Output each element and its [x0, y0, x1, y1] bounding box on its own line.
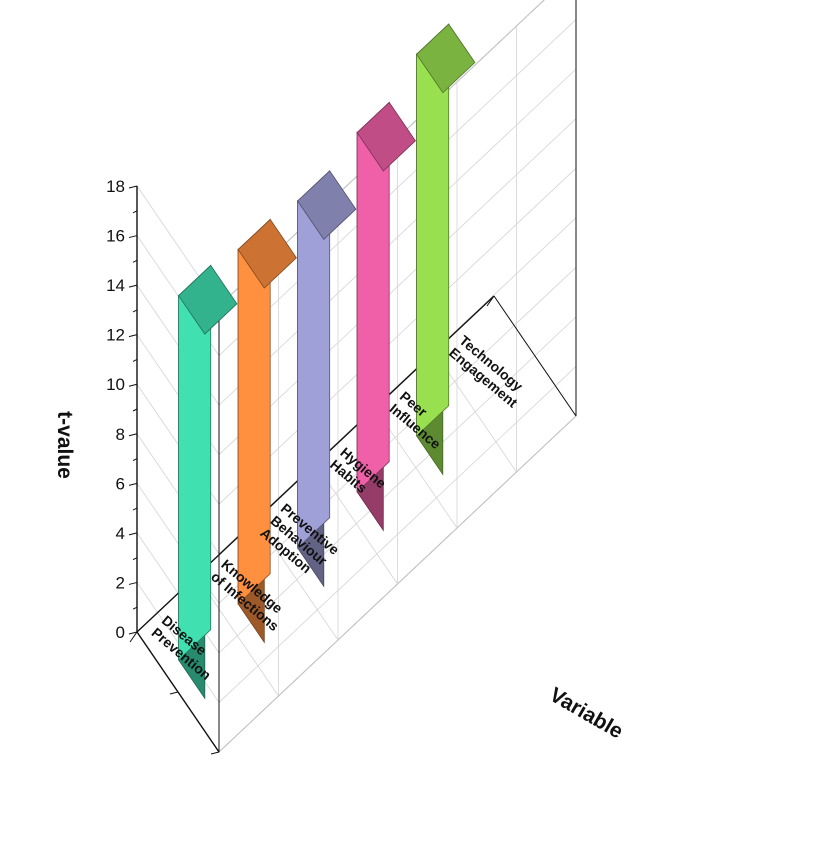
y-major-tick	[128, 581, 138, 585]
y-minor-tick	[132, 606, 138, 610]
z-tick	[169, 691, 179, 695]
floor-right-edge	[493, 295, 577, 417]
y-major-tick	[128, 433, 138, 437]
y-major-tick	[128, 284, 138, 288]
y-tick-label: 12	[106, 326, 125, 345]
y-tick-label: 14	[106, 276, 125, 295]
y-minor-tick	[132, 259, 138, 263]
y-major-tick	[128, 383, 138, 387]
y-major-tick	[128, 631, 138, 635]
y-major-tick	[128, 235, 138, 239]
bar-top-face	[356, 101, 416, 172]
y-tick-label: 16	[106, 227, 125, 246]
y-tick-labels: 0 2 4 6 8 10 12 14 16 18	[106, 177, 125, 642]
y-tick-label: 6	[116, 474, 125, 493]
bar-top-face	[297, 170, 357, 241]
y-minor-tick	[132, 309, 138, 313]
y-tick-label: 0	[116, 623, 125, 642]
y-major-tick	[128, 185, 138, 189]
y-tick-label: 18	[106, 177, 125, 196]
x-major-tick	[486, 295, 495, 307]
y-tick-label: 4	[116, 524, 125, 543]
bars	[178, 23, 476, 700]
y-major-tick	[128, 482, 138, 486]
y-minor-tick	[132, 408, 138, 412]
y-tick-label: 10	[106, 375, 125, 394]
bar-top-face	[237, 218, 297, 289]
bar	[178, 264, 238, 700]
bar-top-face	[178, 264, 238, 335]
y-axis-title: t-value	[53, 411, 76, 479]
y-minor-tick	[132, 210, 138, 214]
y-tick-label: 8	[116, 425, 125, 444]
z-tick	[210, 751, 220, 755]
bar	[297, 169, 357, 588]
x-major-tick	[129, 631, 138, 643]
bar	[237, 218, 297, 644]
y-tick-label: 2	[116, 573, 125, 592]
left-wall-grid-line	[136, 582, 220, 703]
y-minor-tick	[132, 507, 138, 511]
bar	[356, 101, 416, 532]
y-minor-tick	[132, 458, 138, 462]
bar-top-face	[416, 23, 476, 94]
y-minor-tick	[132, 358, 138, 362]
bar	[416, 23, 476, 476]
x-axis-title: Variable	[546, 683, 627, 743]
y-minor-tick	[132, 557, 138, 561]
y-major-tick	[128, 532, 138, 536]
y-major-tick	[128, 334, 138, 338]
